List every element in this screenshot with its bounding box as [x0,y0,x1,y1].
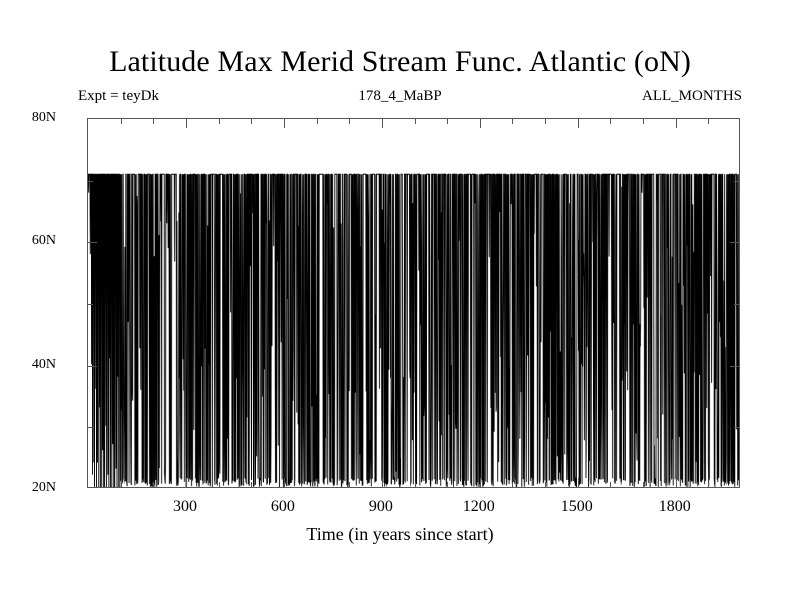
x-tick [578,478,579,487]
x-tick [153,482,154,487]
y-tick-label-text: 80N [31,110,56,125]
x-tick [186,119,187,128]
x-tick [284,478,285,487]
y-tick-minor [88,304,93,305]
x-tick [349,482,350,487]
y-tick-minor [734,181,739,182]
x-tick-label: 900 [368,498,393,515]
y-tick-label-text: 40N [31,356,56,372]
x-tick [251,119,252,124]
x-tick [153,119,154,124]
y-tick-label-text: 20N [31,480,56,495]
y-tick [730,366,739,367]
months-label: ALL_MONTHS [642,88,742,104]
x-tick [708,482,709,487]
x-tick-label: 600 [270,498,295,515]
x-tick [121,482,122,487]
x-tick [349,119,350,124]
x-tick-label: 1200 [462,498,495,515]
x-tick [676,478,677,487]
x-tick [512,482,513,487]
x-tick [186,478,187,487]
x-tick [447,482,448,487]
plot-area [87,118,740,488]
y-tick [88,366,97,367]
y-tick-minor [734,304,739,305]
x-tick [545,482,546,487]
experiment-label: Expt = teyDk [78,88,159,104]
x-tick [480,119,481,128]
x-tick [219,482,220,487]
x-tick [610,482,611,487]
x-axis-title: Time (in years since start) [306,524,494,544]
page-title: Latitude Max Merid Stream Func. Atlantic… [109,45,691,78]
x-tick [317,119,318,124]
x-tick [382,478,383,487]
x-tick [251,482,252,487]
x-tick [480,478,481,487]
x-tick [643,482,644,487]
x-tick-label: 1800 [658,498,691,515]
x-tick [545,119,546,124]
x-tick [676,119,677,128]
y-tick-minor [734,427,739,428]
series-line-latitude-max-msf [88,119,739,487]
x-tick [284,119,285,128]
x-tick [415,482,416,487]
period-label: 178_4_MaBP [358,88,442,104]
x-tick [382,119,383,128]
x-tick [643,119,644,124]
x-tick [578,119,579,128]
x-tick [121,119,122,124]
x-tick [317,482,318,487]
x-tick-label: 300 [172,498,197,515]
y-tick-label-text: 60N [31,233,56,249]
x-tick [512,119,513,124]
x-tick [447,119,448,124]
x-tick [415,119,416,124]
x-tick [219,119,220,124]
x-tick-label: 1500 [560,498,593,515]
x-tick [708,119,709,124]
y-tick [88,242,97,243]
y-tick-minor [88,427,93,428]
y-tick [730,242,739,243]
x-tick [610,119,611,124]
y-tick-minor [88,181,93,182]
